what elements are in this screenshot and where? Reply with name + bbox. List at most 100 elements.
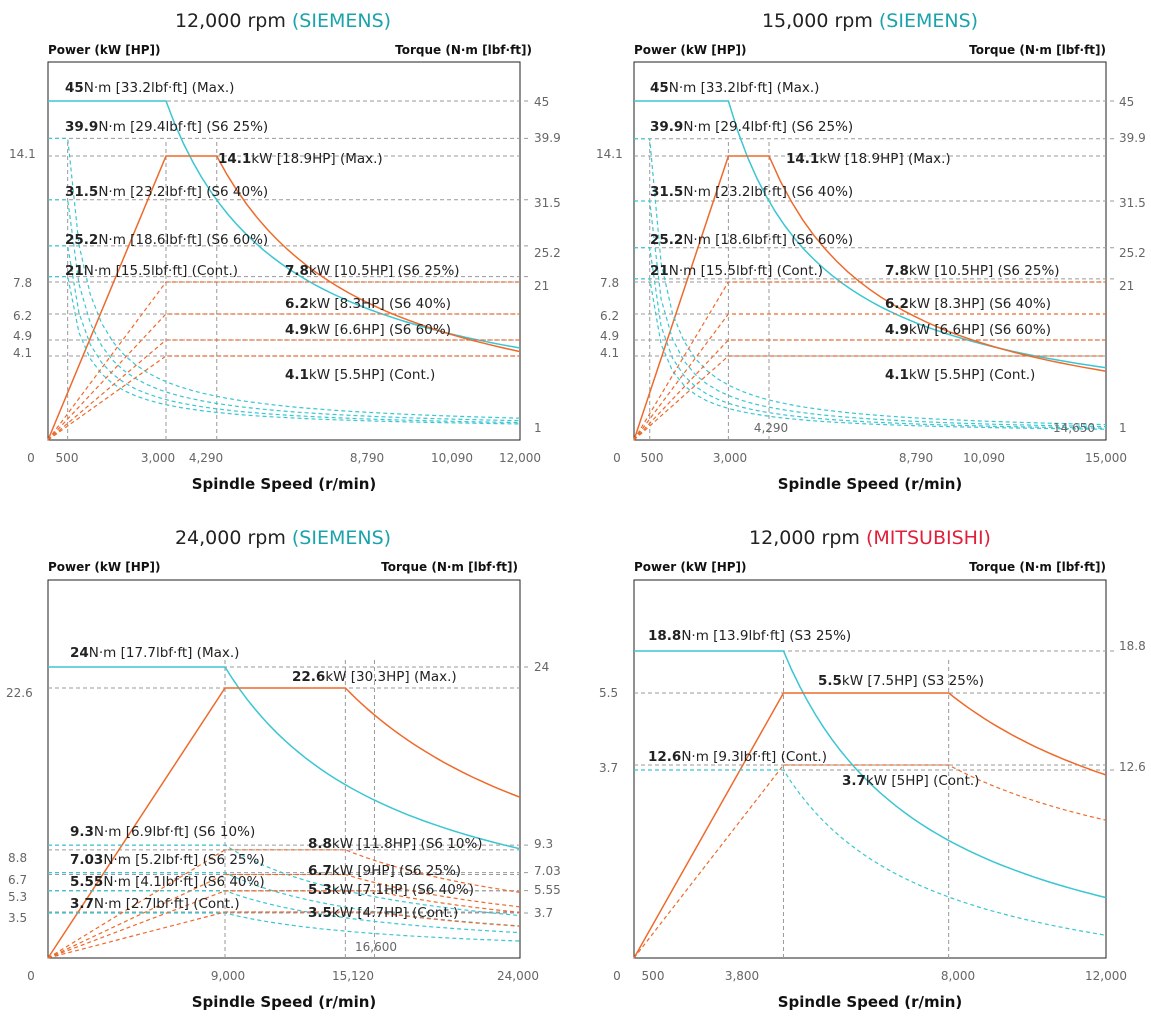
power-curve bbox=[47, 890, 521, 959]
speed-tick: 15,000 bbox=[1085, 451, 1127, 465]
annotation: 4.9kW [6.6HP] (S6 60%) bbox=[285, 322, 451, 338]
annotation: 21N·m [15.5lbf·ft] (Cont.) bbox=[650, 263, 823, 279]
torque-tick: 18.8 bbox=[1119, 639, 1146, 653]
speed-tick: 0 bbox=[613, 451, 621, 465]
power-curve bbox=[47, 155, 521, 441]
torque-curve bbox=[48, 245, 521, 424]
speed-tick: 12,000 bbox=[499, 451, 541, 465]
torque-curve bbox=[48, 137, 521, 419]
speed-axis-title: Spindle Speed (r/min) bbox=[192, 475, 377, 493]
annotation: 7.8kW [10.5HP] (S6 25%) bbox=[285, 263, 460, 279]
speed-tick: 0 bbox=[613, 969, 621, 983]
speed-tick: 8,790 bbox=[899, 451, 933, 465]
speed-tick: 500 bbox=[56, 451, 79, 465]
torque-curve bbox=[48, 666, 521, 850]
power-tick: 5.5 bbox=[599, 686, 618, 700]
annotation: 12.6N·m [9.3lbf·ft] (Cont.) bbox=[648, 749, 827, 765]
torque-curve bbox=[48, 890, 521, 934]
power-tick: 22.6 bbox=[6, 686, 33, 700]
annotation: 3.5kW [4.7HP] (Cont.) bbox=[308, 905, 458, 921]
power-curve bbox=[47, 873, 521, 959]
torque-ticks: 45 39.9 31.5 25.2 21 1 bbox=[534, 95, 561, 435]
speed-tick: 8,790 bbox=[350, 451, 384, 465]
chart-15000-siemens: 15,000 rpm (SIEMENS) Power (kW [HP]) Tor… bbox=[596, 10, 1146, 493]
power-tick: 6.2 bbox=[600, 309, 619, 323]
torque-tick: 7.03 bbox=[534, 864, 561, 878]
power-tick: 6.7 bbox=[8, 873, 27, 887]
torque-axis-header: Torque (N·m [lbf·ft]) bbox=[969, 43, 1106, 57]
power-tick: 4.9 bbox=[13, 329, 32, 343]
annotation: 39.9N·m [29.4lbf·ft] (S6 25%) bbox=[650, 119, 853, 135]
annotation: 5.55N·m [4.1lbf·ft] (S6 40%) bbox=[70, 874, 265, 890]
chart-24000-siemens: 24,000 rpm (SIEMENS) Power (kW [HP]) Tor… bbox=[6, 527, 561, 1011]
speed-tick: 9,000 bbox=[211, 969, 245, 983]
annotation: 6.7kW [9HP] (S6 25%) bbox=[308, 863, 461, 879]
speed-tick: 3,800 bbox=[725, 969, 759, 983]
annotation: 7.8kW [10.5HP] (S6 25%) bbox=[885, 263, 1060, 279]
annotations: 24N·m [17.7lbf·ft] (Max.) 22.6kW [30.3HP… bbox=[70, 645, 483, 921]
annotation: 6.2kW [8.3HP] (S6 40%) bbox=[285, 296, 451, 312]
power-tick: 4.1 bbox=[13, 346, 32, 360]
torque-tick: 39.9 bbox=[534, 131, 561, 145]
torque-curve bbox=[48, 912, 521, 942]
power-tick: 7.8 bbox=[13, 276, 32, 290]
power-curve bbox=[47, 849, 521, 959]
speed-axis-title: Spindle Speed (r/min) bbox=[778, 475, 963, 493]
torque-tick: 3.7 bbox=[534, 906, 553, 920]
torque-axis-header: Torque (N·m [lbf·ft]) bbox=[969, 560, 1106, 574]
torque-tick: 1 bbox=[534, 421, 542, 435]
speed-tick: 0 bbox=[27, 969, 35, 983]
power-curve bbox=[47, 313, 520, 441]
power-curve bbox=[633, 692, 1107, 959]
annotations: 45N·m [33.2lbf·ft] (Max.) 39.9N·m [29.4l… bbox=[65, 80, 460, 383]
power-curve bbox=[633, 339, 1106, 441]
annotation: 4.1kW [5.5HP] (Cont.) bbox=[885, 367, 1035, 383]
torque-tick: 45 bbox=[1119, 95, 1134, 109]
power-tick: 14.1 bbox=[9, 147, 36, 161]
power-ticks: 14.1 7.8 6.2 4.9 4.1 bbox=[9, 147, 36, 360]
annotation: 24N·m [17.7lbf·ft] (Max.) bbox=[70, 645, 239, 661]
speed-tick: 0 bbox=[27, 451, 35, 465]
annotation: 45N·m [33.2lbf·ft] (Max.) bbox=[65, 80, 234, 96]
speed-ticks: 0 9,000 15,120 16,600 24,000 bbox=[27, 940, 539, 983]
annotation: 9.3N·m [6.9lbf·ft] (S6 10%) bbox=[70, 824, 255, 840]
speed-tick: 14,650 bbox=[1053, 421, 1095, 435]
annotation: 4.1kW [5.5HP] (Cont.) bbox=[285, 367, 435, 383]
annotations: 18.8N·m [13.9lbf·ft] (S3 25%) 5.5kW [7.5… bbox=[648, 628, 984, 789]
annotation: 25.2N·m [18.6lbf·ft] (S6 60%) bbox=[65, 232, 268, 248]
torque-curve bbox=[634, 200, 1107, 428]
torque-ticks: 18.8 12.6 bbox=[1119, 639, 1146, 774]
chart-title: 12,000 rpm (SIEMENS) bbox=[175, 10, 391, 32]
power-curve bbox=[47, 281, 520, 441]
plot-frame bbox=[47, 579, 521, 959]
power-axis-header: Power (kW [HP]) bbox=[634, 560, 747, 574]
annotation: 5.5kW [7.5HP] (S3 25%) bbox=[818, 673, 984, 689]
power-tick: 7.8 bbox=[600, 276, 619, 290]
annotation: 3.7kW [5HP] (Cont.) bbox=[842, 773, 979, 789]
torque-tick: 12.6 bbox=[1119, 760, 1146, 774]
torque-tick: 39.9 bbox=[1119, 131, 1146, 145]
speed-axis-title: Spindle Speed (r/min) bbox=[192, 993, 377, 1011]
power-curve bbox=[633, 355, 1106, 441]
plot-frame bbox=[633, 61, 1107, 441]
annotation: 14.1kW [18.9HP] (Max.) bbox=[786, 151, 951, 167]
power-curve bbox=[633, 155, 1107, 441]
torque-curve bbox=[48, 844, 521, 917]
power-tick: 3.7 bbox=[599, 761, 618, 775]
power-tick: 14.1 bbox=[596, 147, 623, 161]
power-curve bbox=[633, 313, 1106, 441]
speed-ticks: 0 500 3,000 4,290 8,790 10,090 12,000 bbox=[27, 451, 541, 465]
power-tick: 5.3 bbox=[8, 890, 27, 904]
power-curve bbox=[47, 687, 521, 959]
speed-ticks: 0 500 3,000 4,290 8,790 10,090 14,650 15… bbox=[613, 421, 1127, 465]
torque-curve bbox=[48, 100, 521, 349]
annotation: 6.2kW [8.3HP] (S6 40%) bbox=[885, 296, 1051, 312]
speed-tick: 10,090 bbox=[431, 451, 473, 465]
power-axis-header: Power (kW [HP]) bbox=[634, 43, 747, 57]
torque-tick: 45 bbox=[534, 95, 549, 109]
torque-tick: 21 bbox=[1119, 279, 1134, 293]
speed-tick: 15,120 bbox=[332, 969, 374, 983]
speed-tick: 12,000 bbox=[1085, 969, 1127, 983]
annotation: 18.8N·m [13.9lbf·ft] (S3 25%) bbox=[648, 628, 851, 644]
